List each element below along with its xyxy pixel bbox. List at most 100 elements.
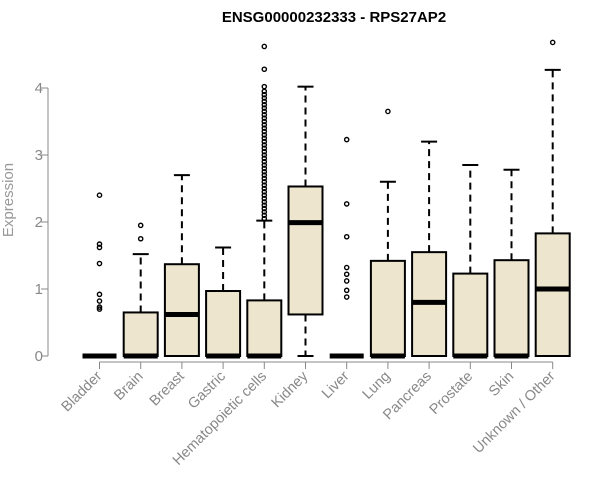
x-tick-label: Breast — [147, 369, 188, 410]
outlier-point — [261, 108, 268, 115]
outlier-point — [343, 271, 350, 278]
box-iqr — [534, 232, 571, 357]
outlier-point — [261, 192, 268, 198]
outlier-point — [261, 148, 268, 155]
outlier-point — [261, 95, 268, 101]
box-iqr — [163, 263, 200, 357]
outlier-point — [343, 264, 350, 271]
outlier-point — [137, 222, 144, 229]
outlier-point — [261, 172, 268, 178]
outlier-point — [261, 152, 268, 158]
y-tick-label: 0 — [35, 348, 43, 365]
box-iqr — [452, 272, 489, 357]
outlier-point — [261, 122, 268, 128]
x-tick-label: Prostate — [427, 369, 476, 418]
x-tick-label: Bladder — [59, 368, 106, 415]
outlier-point — [261, 83, 268, 90]
box-brain — [122, 222, 159, 359]
box-bladder — [82, 192, 117, 359]
box-breast — [163, 174, 200, 357]
outlier-point — [261, 118, 268, 125]
outlier-point — [261, 142, 268, 148]
outlier-point — [261, 212, 268, 219]
box-iqr — [246, 299, 283, 358]
box-hematopoietic-cells — [246, 43, 283, 359]
outlier-point — [261, 112, 268, 118]
outlier-point — [261, 91, 268, 98]
box-iqr — [205, 290, 242, 358]
outlier-point — [261, 189, 268, 195]
outlier-point — [261, 202, 268, 209]
box-liver — [329, 136, 364, 359]
outlier-point — [261, 185, 268, 192]
outlier-point — [261, 178, 268, 185]
outlier-point — [96, 192, 103, 198]
outlier-point — [343, 294, 350, 300]
outlier-point — [261, 88, 268, 95]
box-pancreas — [411, 140, 448, 357]
outlier-point — [96, 298, 103, 304]
y-axis-label: Expression — [0, 163, 17, 237]
outlier-point — [385, 108, 391, 115]
x-tick-label: Liver — [319, 368, 353, 402]
outlier-point — [343, 278, 350, 284]
outlier-point — [96, 291, 103, 298]
y-tick-label: 4 — [35, 80, 43, 97]
outlier-point — [261, 155, 268, 162]
box-iqr — [287, 185, 324, 316]
outlier-point — [261, 132, 268, 138]
outlier-point — [261, 215, 268, 222]
outlier-point — [261, 101, 268, 108]
outlier-point — [261, 43, 268, 50]
outlier-point — [261, 128, 268, 135]
outlier-point — [96, 306, 103, 312]
box-unknown-other — [534, 39, 571, 357]
x-tick-label: Skin — [486, 369, 517, 400]
outlier-point — [261, 125, 268, 131]
outlier-point — [96, 260, 103, 267]
outlier-point — [137, 235, 144, 242]
x-tick-label: Brain — [111, 369, 146, 404]
outlier-point — [261, 115, 268, 121]
outlier-point — [261, 199, 268, 205]
outlier-point — [261, 209, 268, 215]
outlier-point — [261, 105, 268, 111]
outlier-point — [261, 145, 268, 152]
outlier-point — [261, 168, 268, 175]
box-iqr — [369, 259, 406, 357]
chart-title: ENSG00000232333 - RPS27AP2 — [222, 9, 446, 26]
box-iqr — [493, 259, 530, 357]
box-skin — [493, 168, 530, 359]
outlier-point — [96, 304, 103, 310]
y-tick-label: 2 — [35, 214, 43, 231]
y-axis: 0 1 2 3 4 — [35, 80, 49, 365]
outlier-point — [261, 162, 268, 168]
outlier-point — [343, 201, 350, 207]
outlier-point — [261, 165, 268, 172]
boxes-group — [82, 39, 571, 359]
outlier-point — [261, 138, 268, 145]
box-gastric — [205, 246, 242, 359]
outlier-point — [343, 233, 350, 240]
outlier-point — [549, 39, 556, 46]
y-tick-label: 1 — [35, 281, 43, 298]
x-tick-label: Lung — [360, 369, 394, 403]
box-kidney — [287, 85, 324, 357]
box-iqr — [122, 311, 159, 358]
box-lung — [369, 108, 406, 359]
outlier-point — [343, 136, 350, 143]
y-tick-label: 3 — [35, 147, 43, 164]
outlier-point — [261, 66, 268, 73]
outlier-point — [261, 175, 268, 182]
box-prostate — [452, 164, 489, 359]
outlier-point — [261, 195, 268, 202]
outlier-point — [96, 244, 103, 251]
outlier-point — [343, 287, 350, 294]
outlier-point — [261, 135, 268, 142]
x-tick-label: Kidney — [269, 368, 312, 411]
outlier-point — [96, 241, 103, 247]
outlier-point — [261, 205, 268, 212]
outlier-point — [261, 182, 268, 188]
